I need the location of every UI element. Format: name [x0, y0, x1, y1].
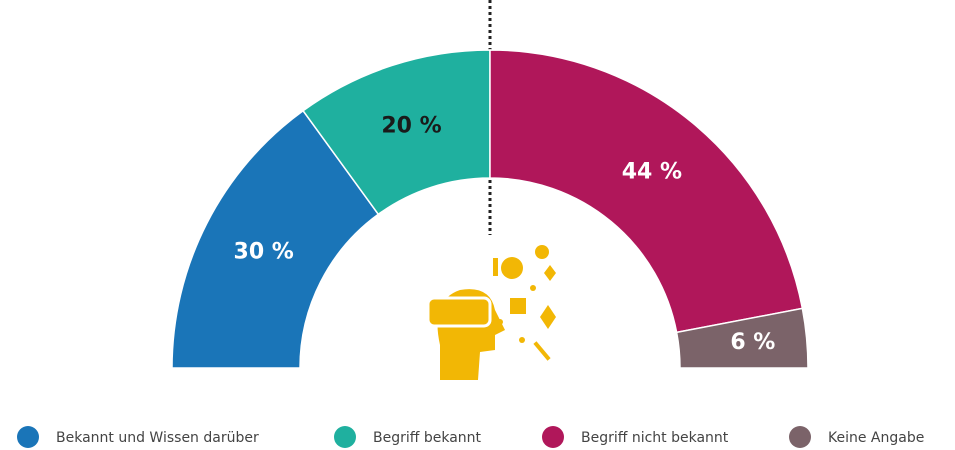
slice — [489, 49, 804, 334]
legend-label: Bekannt und Wissen darüber — [56, 430, 259, 446]
vr-icon — [426, 245, 556, 380]
legend-swatch — [17, 426, 39, 448]
slice — [675, 307, 809, 369]
value-label: 6 % — [730, 330, 775, 355]
slice — [171, 109, 380, 369]
value-label: 20 % — [381, 113, 441, 138]
legend-swatch — [334, 426, 356, 448]
legend-label: Begriff nicht bekannt — [581, 430, 729, 446]
value-label: 30 % — [234, 240, 294, 265]
legend-label: Keine Angabe — [828, 430, 924, 446]
legend-swatch — [789, 426, 811, 448]
legend-label: Begriff bekannt — [373, 430, 482, 446]
legend-swatch — [542, 426, 564, 448]
value-label: 44 % — [622, 159, 682, 184]
